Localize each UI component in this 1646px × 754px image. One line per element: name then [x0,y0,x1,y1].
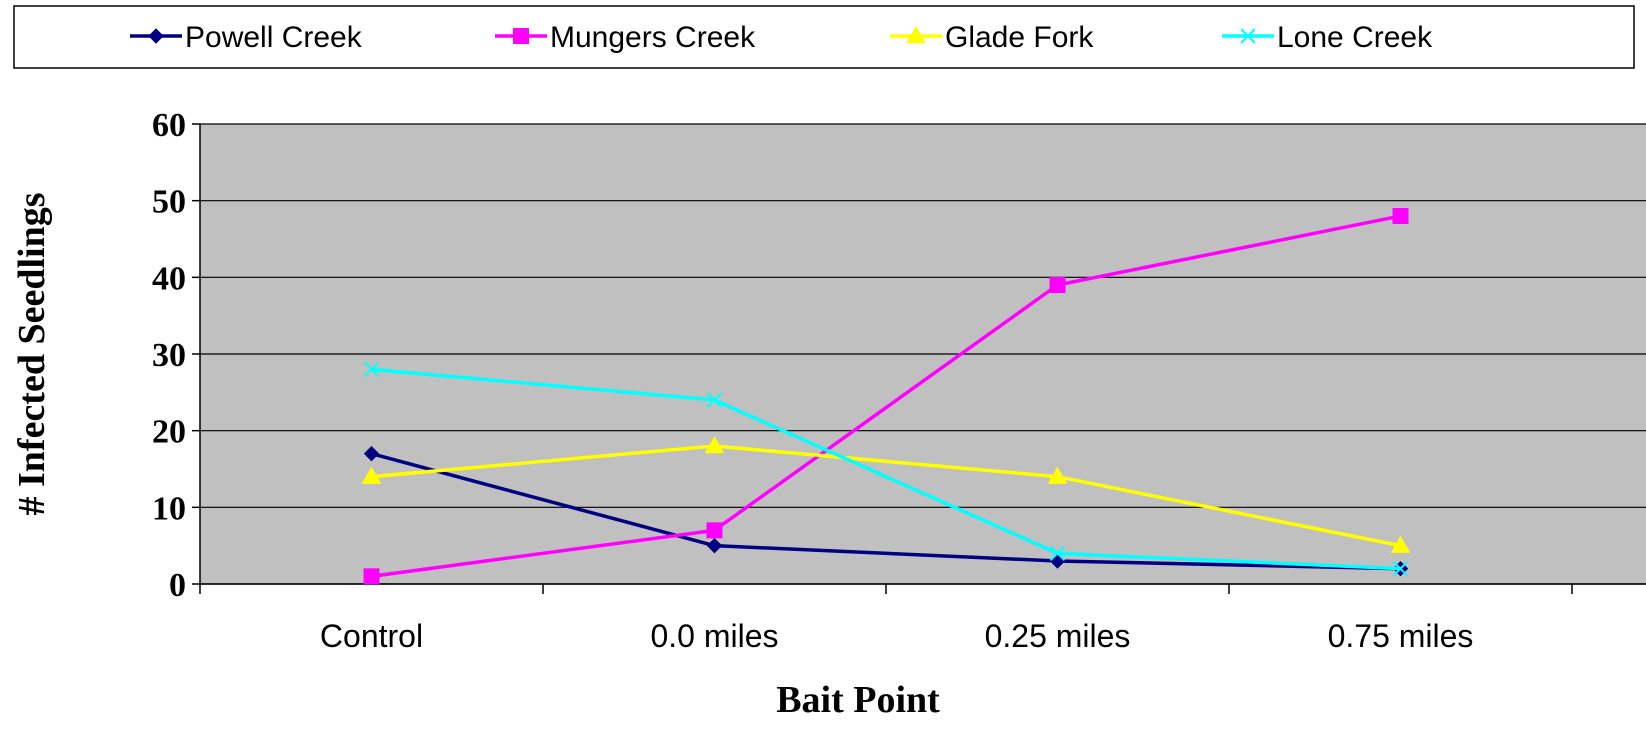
data-point-glade-fork [1390,535,1411,553]
y-axis-ticks: 0 10 20 30 40 50 60 [152,107,200,604]
legend-item-glade-fork: Glade Fork [890,21,1094,54]
y-tick-label: 20 [152,414,186,451]
series-glade-fork [361,435,1411,553]
y-tick-label: 50 [152,184,186,221]
data-point-lone-creek [1049,545,1066,562]
x-axis-ticks: Control 0.0 miles 0.25 miles 0.75 miles [199,584,1573,654]
x-axis-title: Bait Point [776,679,940,721]
legend-item-mungers-creek: Mungers Creek [495,21,756,54]
legend-label: Mungers Creek [550,21,756,54]
data-point-powell-creek [706,537,723,554]
data-point-mungers-creek [1049,277,1066,293]
data-point-glade-fork [361,466,382,484]
data-point-lone-creek [363,361,380,378]
x-tick-label: 0.25 miles [985,618,1131,654]
series-line-lone-creek [371,367,1401,571]
series-line-powell-creek [371,451,1401,571]
data-point-mungers-creek [363,568,380,585]
legend-item-powell-creek: Powell Creek [130,21,363,54]
legend-item-lone-creek: Lone Creek [1222,21,1433,54]
data-point-mungers-creek [706,522,723,539]
legend-marker [906,25,926,44]
y-axis-title: # Infected Seedlings [11,193,53,516]
data-point-lone-creek [1392,560,1409,577]
data-point-powell-creek [363,445,380,462]
data-point-glade-fork [1047,466,1068,484]
data-point-glade-fork [704,435,725,454]
series-lone-creek [363,361,1409,577]
data-point-mungers-creek [1392,208,1409,224]
y-tick-label: 0 [169,567,186,604]
y-tick-label: 40 [152,260,186,297]
legend: Powell Creek Mungers Creek Glade Fork Lone … [13,5,1635,69]
y-tick-label: 60 [152,107,186,144]
legend-marker [148,28,164,44]
y-tick-label: 10 [152,490,186,527]
x-tick-label: 0.75 miles [1328,618,1474,654]
y-tick-label: 30 [152,337,186,374]
series-line-glade-fork [371,444,1401,548]
legend-label: Lone Creek [1277,21,1433,54]
legend-box [13,5,1635,69]
legend-label: Glade Fork [945,21,1094,54]
x-tick-label: 0.0 miles [650,618,778,654]
legend-marker [1240,28,1256,44]
legend-label: Powell Creek [185,21,363,54]
x-tick-label: Control [320,618,423,654]
legend-marker [513,28,529,44]
series-line-mungers-creek [371,214,1401,579]
series-mungers-creek [363,208,1409,585]
data-point-lone-creek [706,392,723,408]
series-layer [361,208,1411,585]
